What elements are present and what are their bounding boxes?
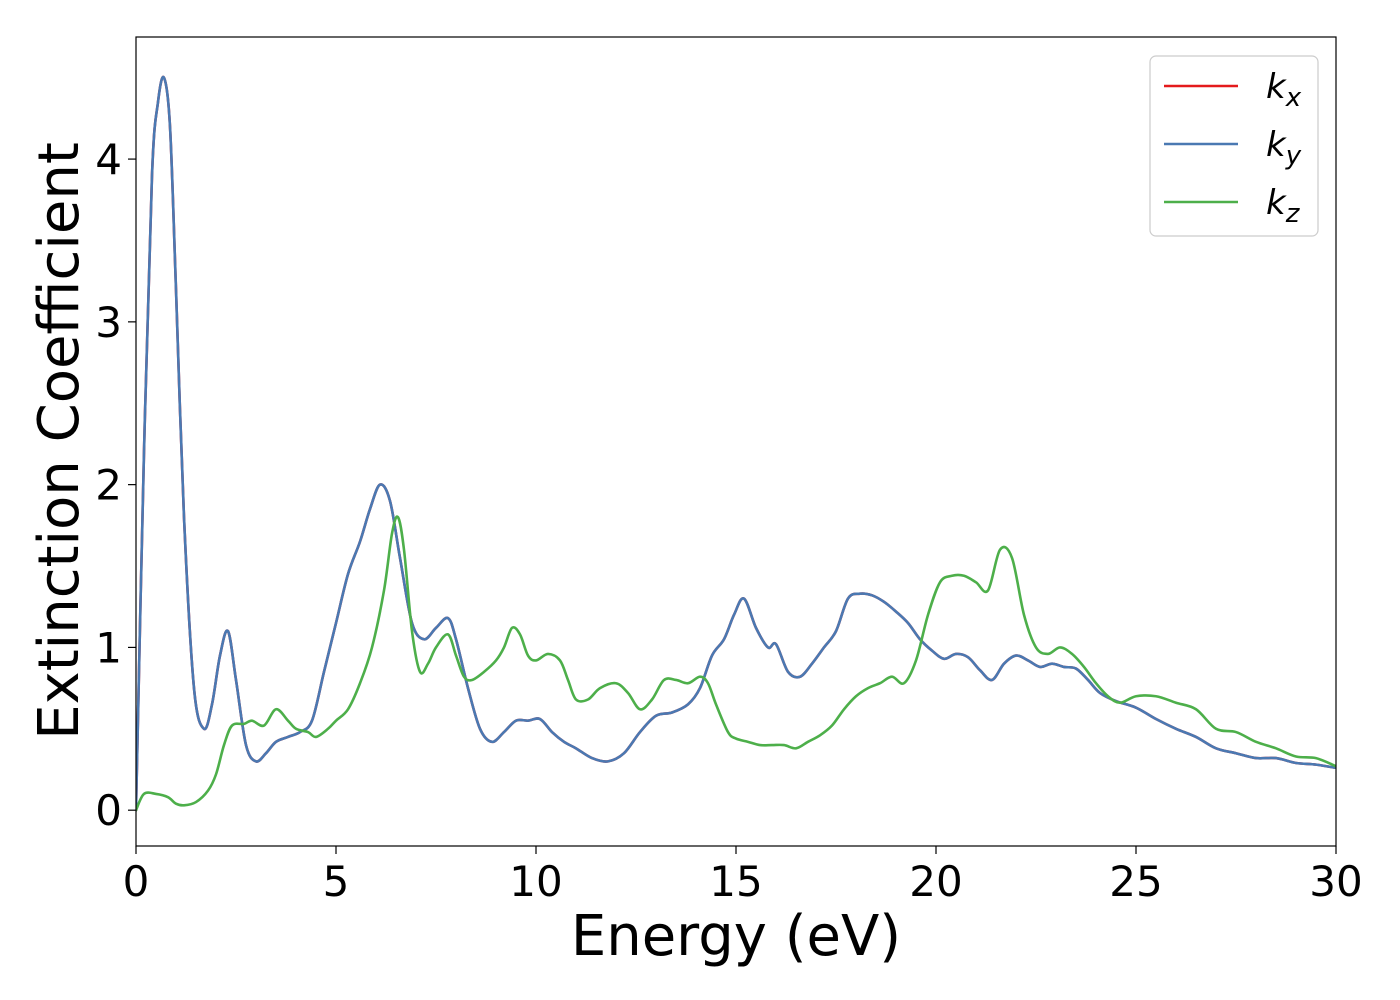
x-tick-label: 5 [323,857,350,906]
x-axis-title: Energy (eV) [571,904,901,969]
x-tick-label: 30 [1309,857,1362,906]
series-layer [136,75,1336,812]
legend-box [1149,55,1319,237]
y-axis-title: Extinction Coefficient [27,142,92,740]
y-tick-label: 4 [95,135,122,184]
y-tick-label: 3 [95,298,122,347]
y-tick-label: 1 [95,623,122,672]
legend-label-ky: ky [1266,125,1302,171]
x-tick-label: 0 [123,857,150,906]
x-tick-label: 20 [909,857,962,906]
series-line-ky [136,75,1336,812]
y-tick-label: 0 [95,786,122,835]
legend-label-kz: kz [1266,183,1301,229]
x-tick-label: 15 [709,857,762,906]
series-line-kz [136,515,1336,812]
y-tick-label: 2 [95,461,122,510]
x-tick-label: 10 [509,857,562,906]
x-tick-label: 25 [1109,857,1162,906]
legend-label-kx: kx [1266,67,1302,113]
y-axis-ticks: 0 1 2 3 4 [95,135,136,835]
legend: kx ky kz [1149,55,1319,237]
x-axis-ticks: 0 5 10 15 20 25 30 [123,846,1363,906]
